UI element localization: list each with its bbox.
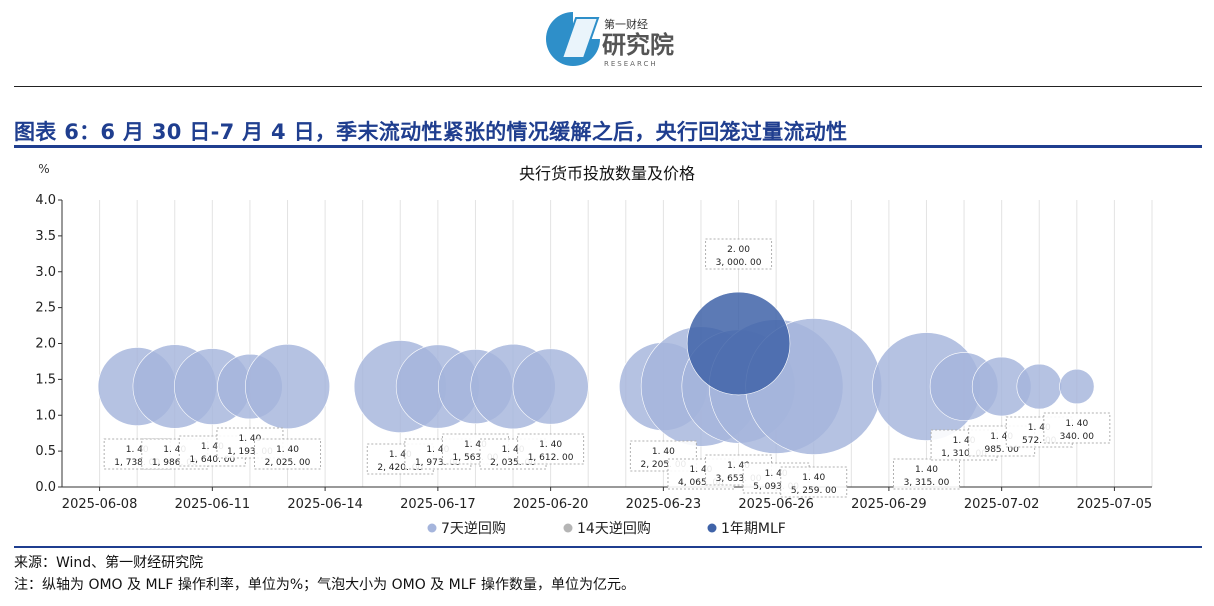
y-tick-label: 2.5 xyxy=(35,301,56,316)
x-tick-label: 2025-06-20 xyxy=(513,497,589,512)
data-label-mlf-box xyxy=(705,238,773,270)
x-tick-label: 2025-06-17 xyxy=(400,497,476,512)
data-label-7d-rate: 1. 40 xyxy=(502,445,525,455)
legend-label: 7天逆回购 xyxy=(441,521,506,537)
data-label-7d-amount: 1, 986. 00 xyxy=(152,458,198,468)
data-label-7d-rate: 1. 40 xyxy=(652,447,675,457)
data-label-7d-amount: 985. 00 xyxy=(984,445,1019,455)
data-label-7d-rate: 1. 40 xyxy=(539,440,562,450)
legend-label: 1年期MLF xyxy=(721,521,786,537)
data-label-7d-box xyxy=(892,458,960,490)
data-label-7d-amount: 2, 025. 00 xyxy=(265,458,311,468)
data-label-7d-rate: 1. 40 xyxy=(915,465,938,475)
chart-title: 央行货币投放数量及价格 xyxy=(519,164,695,183)
logo-line3: RESEARCH xyxy=(604,60,658,68)
bubble-chart: 央行货币投放数量及价格% 0.0 0.5 1.0 1.5 2.0 2.5 3.0 3.5 4.0 2… xyxy=(35,162,1153,537)
data-label-7d-rate: 1. 40 xyxy=(238,434,261,444)
y-tick-label: 0.5 xyxy=(35,444,56,459)
data-label-7d-box xyxy=(254,438,322,470)
data-label-7d-rate: 1. 40 xyxy=(126,445,149,455)
y-tick-label: 1.5 xyxy=(35,372,56,387)
x-tick-label: 2025-06-14 xyxy=(287,497,363,512)
legend-marker xyxy=(707,523,717,533)
data-label-7d-rate: 1. 40 xyxy=(1028,423,1051,433)
data-label-7d-rate: 1. 40 xyxy=(690,465,713,475)
data-label-7d-amount: 5, 259. 00 xyxy=(791,486,837,496)
data-label-7d-rate: 1. 40 xyxy=(802,473,825,483)
legend-label: 14天逆回购 xyxy=(577,521,651,537)
data-label-7d-rate: 1. 40 xyxy=(1065,419,1088,429)
data-label-7d-rate: 1. 40 xyxy=(426,445,449,455)
data-label-7d-rate: 1. 40 xyxy=(953,436,976,446)
data-label-7d-rate: 1. 40 xyxy=(163,445,186,455)
logo-line1: 第一财经 xyxy=(604,17,648,31)
header-rule xyxy=(14,86,1202,87)
data-label-7d-rate: 1. 40 xyxy=(389,450,412,460)
y-tick-label: 2.0 xyxy=(35,337,56,352)
legend-marker xyxy=(427,523,437,533)
data-label-7d-amount: 2, 205. 00 xyxy=(640,460,686,470)
data-label-7d-amount: 1, 738. 00 xyxy=(114,458,160,468)
bubble-1y-mlf xyxy=(686,291,791,396)
data-label-7d-box xyxy=(780,466,848,498)
data-label-7d-amount: 1, 612. 00 xyxy=(528,453,574,463)
data-label-7d-amount: 572. 00 xyxy=(1022,436,1057,446)
footnote: 注：纵轴为 OMO 及 MLF 操作利率，单位为%；气泡大小为 OMO 及 ML… xyxy=(14,577,636,593)
x-tick-label: 2025-06-08 xyxy=(62,497,138,512)
bubble-7d-reverse-repo xyxy=(512,348,589,425)
data-label-7d-rate: 1. 40 xyxy=(464,440,487,450)
y-axis-unit: % xyxy=(38,162,49,176)
data-label-7d-rate: 1. 40 xyxy=(201,442,224,452)
data-label-7d-amount: 5, 093. 00 xyxy=(753,482,799,492)
data-label-7d-amount: 1, 563. 00 xyxy=(453,453,499,463)
bubble-7d-reverse-repo xyxy=(1059,368,1095,405)
logo: 第一财经 研究院 RESEARCH xyxy=(546,12,674,68)
legend-marker xyxy=(563,523,573,533)
data-label-7d-box xyxy=(517,433,585,465)
data-label-7d-rate: 1. 40 xyxy=(765,469,788,479)
data-label-7d-amount: 3, 653. 00 xyxy=(716,474,762,484)
y-tick-label: 1.0 xyxy=(35,408,56,423)
data-label-7d-amount: 340. 00 xyxy=(1060,432,1095,442)
data-label-mlf-rate: 2. 00 xyxy=(727,245,750,255)
bubble-7d-reverse-repo xyxy=(1016,363,1062,410)
data-label-7d-amount: 4, 065. 00 xyxy=(678,478,724,488)
data-label-7d-rate: 1. 40 xyxy=(990,432,1013,442)
x-tick-label: 2025-06-29 xyxy=(851,497,927,512)
y-tick-label: 3.0 xyxy=(35,265,56,280)
data-label-7d-amount: 1, 640. 00 xyxy=(189,455,235,465)
data-label-7d-amount: 2, 035. 00 xyxy=(490,458,536,468)
figure-title: 图表 6：6 月 30 日-7 月 4 日，季末流动性紧张的情况缓解之后，央行回… xyxy=(14,120,848,144)
x-tick-label: 2025-07-05 xyxy=(1077,497,1153,512)
bubble-7d-reverse-repo xyxy=(244,344,331,430)
data-label-7d-rate: 1. 40 xyxy=(276,445,299,455)
data-label-7d-amount: 2, 420. 00 xyxy=(377,463,423,473)
data-label-mlf-amount: 3, 000. 00 xyxy=(716,258,762,268)
x-tick-label: 2025-06-23 xyxy=(626,497,702,512)
data-label-7d-rate: 1. 40 xyxy=(727,461,750,471)
logo-line2: 研究院 xyxy=(602,31,674,59)
x-tick-label: 2025-06-11 xyxy=(175,497,251,512)
data-label-7d-amount: 3, 315. 00 xyxy=(904,478,950,488)
footer-rule xyxy=(14,546,1202,548)
x-tick-label: 2025-07-02 xyxy=(964,497,1040,512)
y-tick-label: 4.0 xyxy=(35,193,56,208)
data-label-7d-amount: 1, 310. 00 xyxy=(941,449,987,459)
y-tick-label: 3.5 xyxy=(35,229,56,244)
title-rule xyxy=(14,145,1202,148)
x-tick-label: 2025-06-26 xyxy=(738,497,814,512)
y-tick-label: 0.0 xyxy=(35,480,56,495)
data-label-7d-box xyxy=(1043,412,1111,444)
source-note: 来源：Wind、第一财经研究院 xyxy=(14,555,204,571)
data-label-7d-amount: 1, 193. 00 xyxy=(227,447,273,457)
data-label-7d-amount: 1, 973. 00 xyxy=(415,458,461,468)
